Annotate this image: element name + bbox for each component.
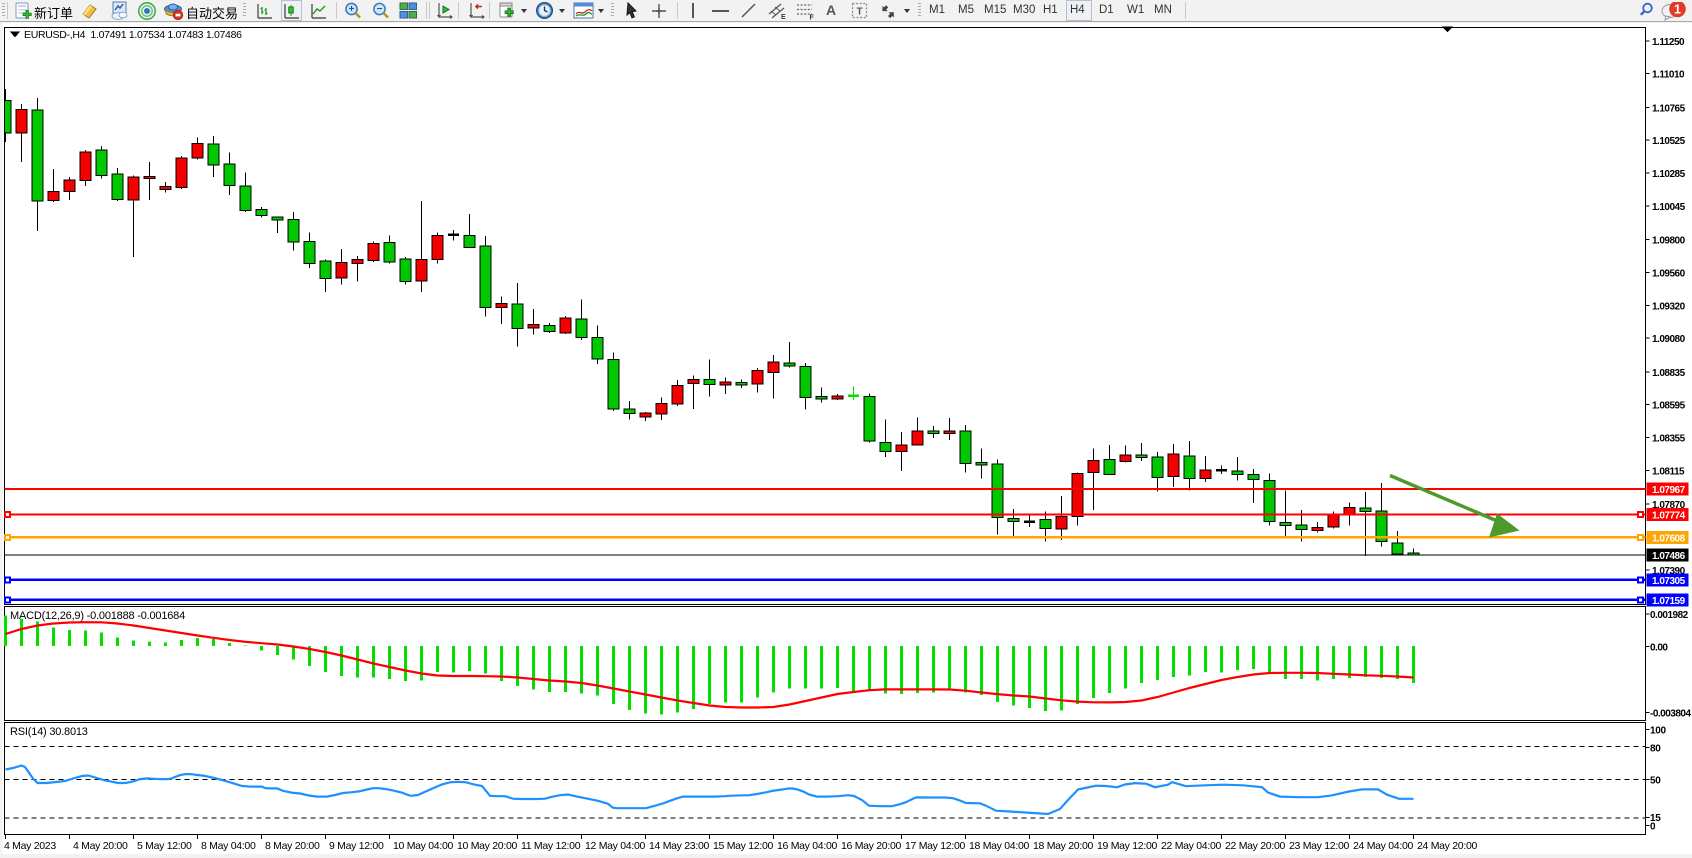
svg-text:9 May 12:00: 9 May 12:00	[329, 840, 384, 852]
svg-text:15: 15	[1650, 813, 1661, 824]
svg-text:16 May 04:00: 16 May 04:00	[777, 840, 837, 852]
svg-text:4 May 2023: 4 May 2023	[4, 840, 56, 852]
svg-text:12 May 04:00: 12 May 04:00	[585, 840, 645, 852]
svg-text:4 May 20:00: 4 May 20:00	[73, 840, 128, 852]
svg-text:10 May 20:00: 10 May 20:00	[457, 840, 517, 852]
svg-text:18 May 20:00: 18 May 20:00	[1033, 840, 1093, 852]
svg-text:1.07159: 1.07159	[1652, 596, 1686, 607]
svg-text:1.08835: 1.08835	[1652, 368, 1686, 379]
svg-text:−: −	[377, 4, 383, 15]
svg-text:50: 50	[1650, 775, 1661, 786]
svg-text:8 May 04:00: 8 May 04:00	[201, 840, 256, 852]
svg-text:1.07390: 1.07390	[1652, 566, 1686, 577]
svg-text:14 May 23:00: 14 May 23:00	[649, 840, 709, 852]
svg-text:T: T	[856, 7, 862, 18]
svg-text:-0.003804: -0.003804	[1650, 709, 1691, 720]
svg-text:1.07608: 1.07608	[1652, 533, 1686, 544]
svg-text:1.07305: 1.07305	[1652, 576, 1686, 587]
svg-text:17 May 12:00: 17 May 12:00	[905, 840, 965, 852]
svg-text:1.08355: 1.08355	[1652, 434, 1686, 445]
svg-text:15 May 12:00: 15 May 12:00	[713, 840, 773, 852]
svg-text:1.10285: 1.10285	[1652, 169, 1686, 180]
svg-text:1.09320: 1.09320	[1652, 301, 1686, 312]
svg-text:1.10045: 1.10045	[1652, 202, 1686, 213]
svg-text:1.09800: 1.09800	[1652, 236, 1686, 247]
svg-text:16 May 20:00: 16 May 20:00	[841, 840, 901, 852]
svg-text:+: +	[349, 4, 355, 15]
svg-text:1.07870: 1.07870	[1652, 500, 1686, 511]
svg-text:0.00: 0.00	[1650, 643, 1668, 654]
svg-text:1.09080: 1.09080	[1652, 334, 1686, 345]
svg-text:1.11250: 1.11250	[1652, 37, 1685, 48]
svg-text:1.09560: 1.09560	[1652, 268, 1686, 279]
svg-text:1.11010: 1.11010	[1652, 70, 1685, 81]
svg-text:5 May 12:00: 5 May 12:00	[137, 840, 192, 852]
svg-text:1.10525: 1.10525	[1652, 136, 1686, 147]
svg-text:RSI(14) 30.8013: RSI(14) 30.8013	[10, 726, 88, 738]
svg-text:1.08595: 1.08595	[1652, 401, 1686, 412]
svg-text:23 May 12:00: 23 May 12:00	[1289, 840, 1349, 852]
svg-text:22 May 20:00: 22 May 20:00	[1225, 840, 1285, 852]
svg-text:11 May 12:00: 11 May 12:00	[521, 840, 581, 852]
svg-text:1.07774: 1.07774	[1652, 510, 1686, 521]
svg-text:10 May 04:00: 10 May 04:00	[393, 840, 453, 852]
svg-text:100: 100	[1650, 726, 1667, 737]
svg-text:0.001982: 0.001982	[1650, 610, 1689, 621]
svg-text:1.08115: 1.08115	[1652, 467, 1685, 478]
svg-text:24 May 04:00: 24 May 04:00	[1353, 840, 1413, 852]
svg-text:1.10765: 1.10765	[1652, 103, 1686, 114]
svg-text:1: 1	[1674, 3, 1681, 17]
svg-text:22 May 04:00: 22 May 04:00	[1161, 840, 1221, 852]
svg-text:19 May 12:00: 19 May 12:00	[1097, 840, 1157, 852]
svg-text:E: E	[781, 14, 786, 20]
svg-text:8 May 20:00: 8 May 20:00	[265, 840, 320, 852]
svg-text:MACD(12,26,9) -0.001888 -0.001: MACD(12,26,9) -0.001888 -0.001684	[10, 610, 185, 622]
svg-text:EURUSD-,H4 1.07491 1.07534 1.: EURUSD-,H4 1.07491 1.07534 1.07483 1.074…	[24, 29, 242, 41]
svg-text:1.07486: 1.07486	[1652, 551, 1686, 562]
svg-text:1.07967: 1.07967	[1652, 485, 1686, 496]
svg-text:F: F	[810, 15, 815, 21]
svg-text:80: 80	[1650, 744, 1661, 755]
svg-text:18 May 04:00: 18 May 04:00	[969, 840, 1029, 852]
svg-text:24 May 20:00: 24 May 20:00	[1417, 840, 1477, 852]
svg-text:0: 0	[1650, 822, 1656, 833]
